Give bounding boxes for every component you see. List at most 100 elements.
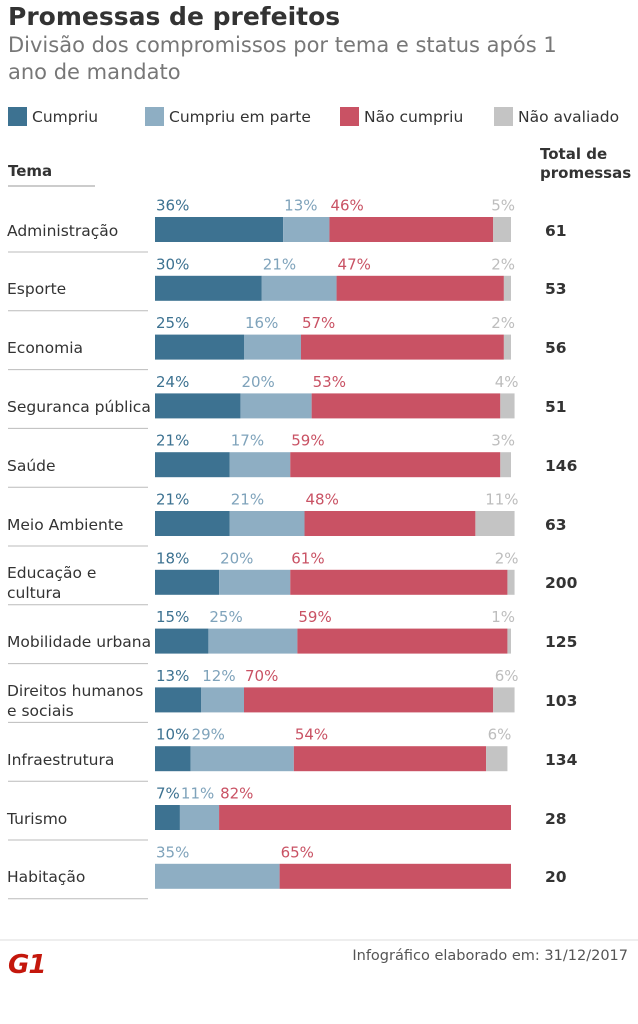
legend-swatch [340, 107, 359, 126]
bar-segment [500, 452, 511, 478]
value-label: 35% [156, 843, 189, 861]
value-label: 10% [156, 726, 189, 744]
bar-segment [283, 217, 330, 242]
value-label: 21% [263, 255, 296, 273]
bar-segment [155, 746, 191, 772]
value-label: 30% [156, 255, 189, 273]
value-label: 13% [284, 197, 317, 215]
bar-segment [244, 334, 301, 360]
source: Infográfico elaborado em: 31/12/2017 [352, 948, 628, 964]
value-label: 3% [491, 432, 515, 450]
bar-segment [155, 334, 244, 360]
total-label: 125 [545, 633, 578, 652]
category-label: Mobilidade urbana [7, 633, 152, 652]
value-label: 5% [491, 197, 515, 215]
bar-segment [229, 511, 305, 536]
value-label: 11% [485, 491, 518, 509]
bar-segment [311, 393, 501, 419]
value-label: 21% [156, 491, 189, 509]
bar-segment [155, 275, 262, 301]
bar-segment [507, 628, 511, 654]
bar-segment [179, 805, 220, 830]
bar-segment [300, 334, 504, 360]
bar-segment [155, 217, 284, 242]
bar-segment [290, 569, 508, 595]
category-header: Tema [8, 162, 53, 180]
bar-segment [155, 687, 202, 713]
bar-segment [201, 687, 244, 713]
value-label: 59% [291, 432, 324, 450]
bar-segment [219, 569, 291, 595]
value-label: 36% [156, 197, 189, 215]
total-label: 134 [545, 750, 578, 769]
category-label: Meio Ambiente [7, 515, 124, 534]
total-label: 61 [545, 221, 567, 240]
legend-label: Cumpriu em parte [169, 108, 311, 126]
chart-title: Promessas de prefeitos [8, 2, 341, 31]
value-label: 21% [156, 432, 189, 450]
value-label: 29% [192, 726, 225, 744]
value-label: 6% [488, 726, 512, 744]
bar-segment [336, 275, 504, 301]
value-label: 20% [220, 549, 253, 567]
bar-segment [500, 393, 515, 419]
bar-segment [229, 452, 291, 478]
legend-label: Cumpriu [32, 108, 99, 126]
value-label: 61% [291, 549, 324, 567]
value-label: 65% [281, 843, 314, 861]
bar-segment [155, 628, 209, 654]
value-label: 11% [181, 785, 214, 803]
bar-segment [290, 452, 501, 478]
value-label: 21% [231, 491, 264, 509]
value-label: 15% [156, 608, 189, 626]
bar-segment [155, 569, 220, 595]
bar-segment [155, 863, 280, 889]
legend-label: Não avaliado [518, 108, 620, 126]
bar-segment [219, 805, 511, 830]
bar-segment [507, 569, 515, 595]
total-label: 51 [545, 397, 567, 416]
bar-segment [486, 746, 508, 772]
logo: G1 [8, 950, 46, 980]
category-label: Seguranca pública [7, 397, 151, 416]
value-label: 48% [306, 491, 339, 509]
totals-header: Total de promessas [540, 145, 632, 182]
total-label: 53 [545, 280, 567, 299]
category-label: Saúde [7, 456, 56, 475]
total-label: 200 [545, 574, 578, 593]
value-label: 54% [295, 726, 328, 744]
value-label: 6% [495, 667, 519, 685]
bar-segment [503, 275, 511, 301]
bar-segment [240, 393, 312, 419]
value-label: 2% [495, 549, 519, 567]
category-label: Economia [7, 339, 84, 358]
bar-segment [155, 393, 241, 419]
value-label: 2% [491, 314, 515, 332]
value-label: 25% [156, 314, 189, 332]
category-label: Direitos humanos e sociais [7, 681, 144, 720]
value-label: 13% [156, 667, 189, 685]
legend-label: Não cumpriu [364, 108, 464, 126]
bar-segment [493, 687, 515, 713]
value-label: 17% [231, 432, 264, 450]
category-label: Esporte [7, 280, 67, 299]
value-label: 24% [156, 373, 189, 391]
value-label: 18% [156, 549, 189, 567]
bar-segment [493, 217, 511, 242]
value-label: 4% [495, 373, 519, 391]
bar-segment [475, 511, 515, 536]
bar-segment [329, 217, 494, 242]
value-label: 25% [209, 608, 242, 626]
value-label: 1% [491, 608, 515, 626]
bar-segment [155, 511, 230, 536]
value-label: 7% [156, 785, 180, 803]
legend-swatch [145, 107, 164, 126]
bar-segment [293, 746, 487, 772]
value-label: 12% [202, 667, 235, 685]
value-label: 2% [491, 255, 515, 273]
bar-segment [155, 452, 230, 478]
bar-segment [279, 863, 511, 889]
category-label: Habitação [7, 868, 86, 887]
